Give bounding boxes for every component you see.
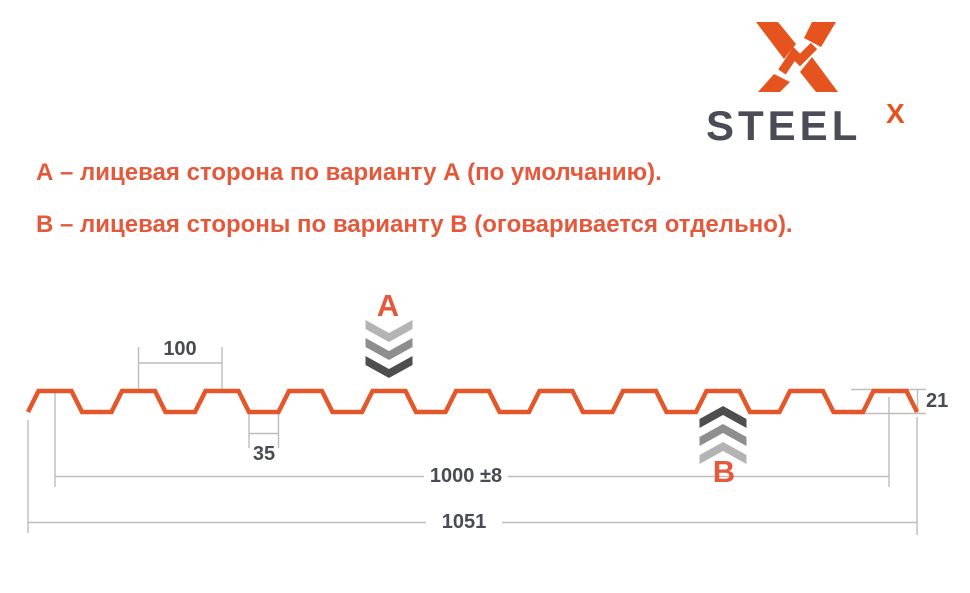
dim-pitch-label: 100 xyxy=(163,338,197,360)
brand-mark-x: X xyxy=(886,98,905,129)
dimension-lines xyxy=(27,347,926,535)
profile-outline xyxy=(25,388,920,415)
valley-dimension xyxy=(248,414,280,448)
dim-height-label: 21 xyxy=(926,390,949,412)
legend-variant-a: А – лицевая сторона по варианту А (по ум… xyxy=(36,159,662,186)
dim-working-width-label: 1000 ±8 xyxy=(429,465,503,487)
brand-name: STEEL xyxy=(706,102,862,149)
side-a-marker-letter: А xyxy=(376,288,400,323)
pitch-dimension xyxy=(137,347,223,389)
overall-width-dimension xyxy=(27,417,918,535)
side-b-marker-letter: В xyxy=(712,454,736,489)
brand-logo-icon xyxy=(756,22,838,92)
working-width-dimension xyxy=(54,391,890,487)
legend-variant-b: В – лицевая стороны по варианту В (огова… xyxy=(36,211,793,238)
side-b-chevrons-icon xyxy=(699,406,747,464)
dim-valley-label: 35 xyxy=(252,443,276,465)
dim-overall-width-label: 1051 xyxy=(441,511,487,533)
side-a-chevrons-icon xyxy=(365,320,413,378)
